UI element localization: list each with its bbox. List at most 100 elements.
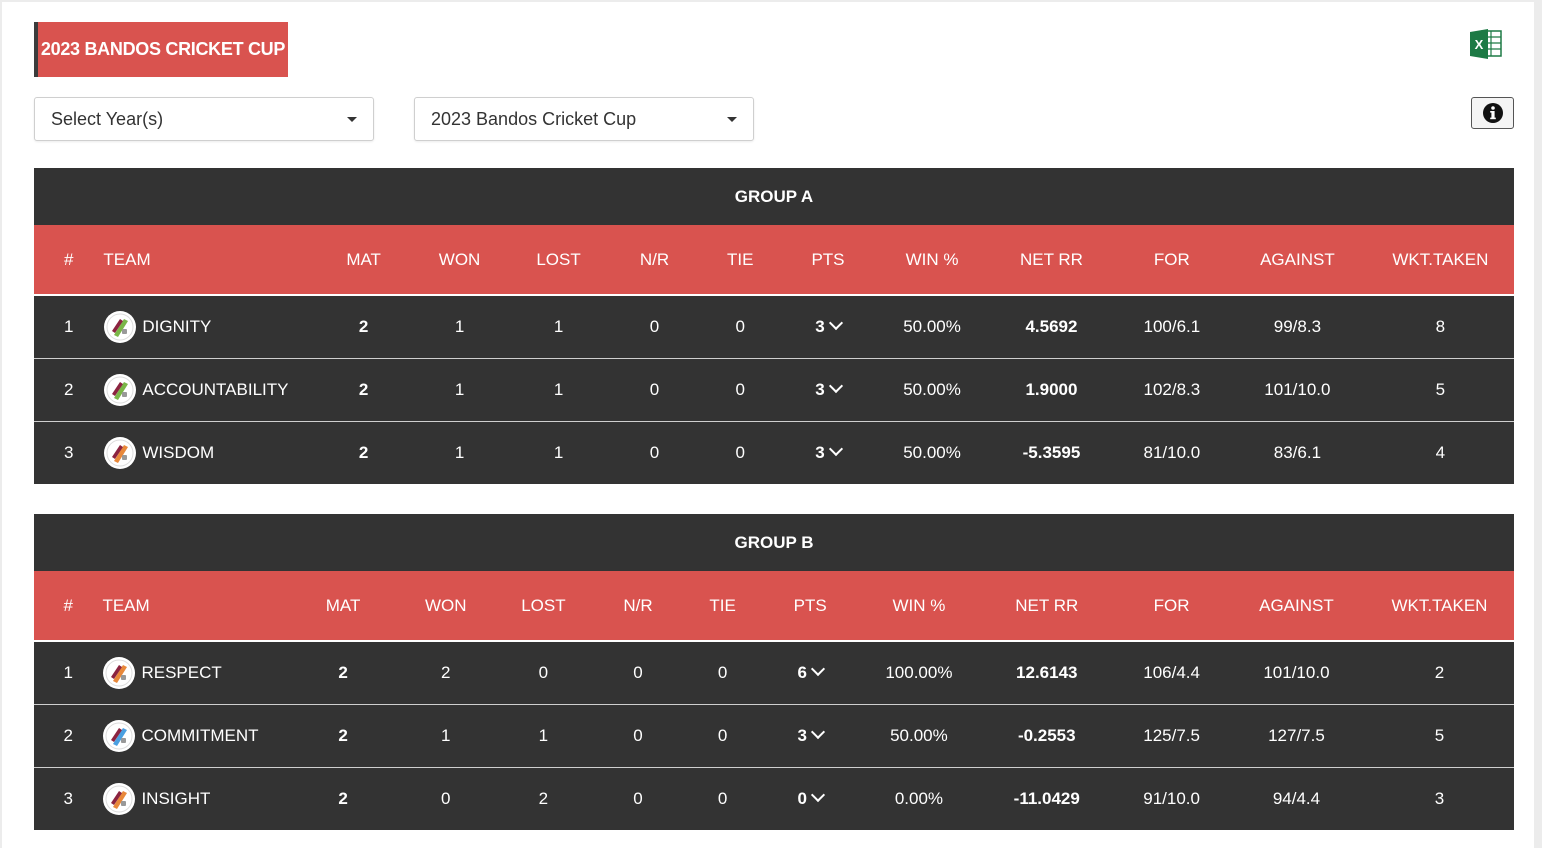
runs-against: 94/4.4 [1227, 767, 1365, 830]
header-col-win-pct[interactable]: WIN % [859, 571, 979, 642]
header-col-mat[interactable]: MAT [317, 225, 410, 296]
chevron-down-icon[interactable] [810, 787, 825, 803]
tournament-select[interactable]: 2023 Bandos Cricket Cup [414, 97, 754, 141]
matches-lost: 0 [495, 641, 592, 705]
net-run-rate: -0.2553 [978, 704, 1116, 768]
points-cell[interactable]: 3 [778, 295, 877, 359]
matches-lost: 1 [509, 358, 608, 422]
points-value: 3 [815, 317, 825, 336]
team-name[interactable]: COMMITMENT [141, 726, 259, 745]
chevron-down-icon[interactable] [828, 378, 843, 394]
matches-played: 2 [317, 358, 410, 422]
runs-against: 99/8.3 [1228, 295, 1367, 359]
matches-played: 2 [317, 421, 410, 484]
group-title: GROUP B [34, 514, 1514, 571]
header-col-for[interactable]: FOR [1115, 225, 1228, 296]
info-button[interactable] [1471, 97, 1514, 129]
ties: 0 [684, 767, 761, 830]
chevron-down-icon[interactable] [828, 441, 843, 457]
matches-won: 1 [409, 421, 510, 484]
header-col-won[interactable]: WON [396, 571, 496, 642]
header-col-against[interactable]: AGAINST [1228, 225, 1367, 296]
header-col-win-pct[interactable]: WIN % [876, 225, 988, 296]
team-name[interactable]: ACCOUNTABILITY [142, 380, 289, 399]
points-cell[interactable]: 3 [760, 704, 860, 768]
points-cell[interactable]: 3 [778, 358, 877, 422]
runs-against: 83/6.1 [1228, 421, 1367, 484]
header-col-pts[interactable]: PTS [778, 225, 877, 296]
points-value: 6 [797, 663, 807, 682]
header-col-net-rr[interactable]: NET RR [978, 571, 1116, 642]
team-position: 3 [34, 421, 104, 484]
team-name[interactable]: INSIGHT [141, 789, 211, 808]
points-cell[interactable]: 6 [760, 641, 860, 705]
net-run-rate: -11.0429 [978, 767, 1116, 830]
year-select[interactable]: Select Year(s) [34, 97, 374, 141]
matches-played: 2 [317, 295, 410, 359]
team-position: 1 [34, 295, 104, 359]
header-col-wkt-taken[interactable]: WKT.TAKEN [1364, 571, 1514, 642]
team-position: 2 [34, 704, 103, 768]
chevron-down-icon[interactable] [810, 724, 825, 740]
win-percentage: 0.00% [859, 767, 979, 830]
group-b-table: GROUP B # TEAM MAT WON LOST N/R TIE PTS WIN % NET … [34, 514, 1514, 830]
header-col-tie[interactable]: TIE [701, 225, 779, 296]
ties: 0 [701, 421, 779, 484]
matches-lost: 2 [495, 767, 592, 830]
header-col-mat[interactable]: MAT [289, 571, 397, 642]
team-name[interactable]: DIGNITY [142, 317, 212, 336]
header-col-pos[interactable]: # [34, 571, 103, 642]
table-row: 1 DIGNITY 2 1 1 0 0 3 50.00% 4.5692 100/6.1 99/8.3 8 [34, 295, 1514, 359]
header-col-team[interactable]: TEAM [103, 225, 318, 296]
ties: 0 [701, 358, 779, 422]
header-col-wkt-taken[interactable]: WKT.TAKEN [1366, 225, 1514, 296]
header-col-nr[interactable]: N/R [607, 225, 702, 296]
net-run-rate: 1.9000 [987, 358, 1116, 422]
header-col-against[interactable]: AGAINST [1227, 571, 1365, 642]
header-col-net-rr[interactable]: NET RR [987, 225, 1116, 296]
team-logo-icon [103, 720, 136, 752]
excel-icon[interactable]: X [1470, 28, 1502, 59]
runs-for: 125/7.5 [1115, 704, 1228, 768]
chevron-down-icon[interactable] [828, 315, 843, 331]
wickets-taken: 5 [1366, 358, 1514, 422]
matches-won: 1 [409, 358, 510, 422]
table-row: 3 INSIGHT 2 0 2 0 0 0 0.00% -11.0429 91/10.0 94/4.4… [34, 767, 1514, 830]
ties: 0 [701, 295, 779, 359]
matches-played: 2 [289, 704, 397, 768]
win-percentage: 50.00% [876, 421, 988, 484]
chevron-down-icon[interactable] [810, 661, 825, 677]
points-cell[interactable]: 3 [778, 421, 877, 484]
chevron-down-icon [727, 117, 737, 122]
points-cell[interactable]: 0 [760, 767, 860, 830]
team-name[interactable]: RESPECT [141, 663, 222, 682]
wickets-taken: 4 [1366, 421, 1514, 484]
wickets-taken: 3 [1364, 767, 1514, 830]
no-result: 0 [607, 421, 702, 484]
page-title: 2023 BANDOS CRICKET CUP [34, 22, 288, 77]
header-col-nr[interactable]: N/R [591, 571, 685, 642]
header-col-lost[interactable]: LOST [495, 571, 592, 642]
svg-text:X: X [1475, 37, 1484, 52]
matches-lost: 1 [495, 704, 592, 768]
table-row: 1 RESPECT 2 2 0 0 0 6 100.00% 12.6143 106/4.4 101/1… [34, 641, 1514, 705]
team-position: 3 [34, 767, 103, 830]
no-result: 0 [607, 295, 702, 359]
header-col-pts[interactable]: PTS [760, 571, 860, 642]
header-col-tie[interactable]: TIE [684, 571, 761, 642]
team-logo-icon [103, 783, 136, 815]
net-run-rate: -5.3595 [987, 421, 1116, 484]
header-col-for[interactable]: FOR [1115, 571, 1228, 642]
group-a-table: GROUP A # TEAM MAT WON LOST N/R TIE PTS WIN % NET … [34, 168, 1514, 484]
header-col-team[interactable]: TEAM [102, 571, 290, 642]
team-name[interactable]: WISDOM [142, 443, 215, 462]
header-col-won[interactable]: WON [409, 225, 510, 296]
table-row: 2 ACCOUNTABILITY 2 1 1 0 0 3 50.00% 1.9000 102/8.3… [34, 358, 1514, 422]
ties: 0 [684, 641, 761, 705]
header-col-pos[interactable]: # [34, 225, 104, 296]
header-col-lost[interactable]: LOST [509, 225, 608, 296]
ties: 0 [684, 704, 761, 768]
runs-for: 100/6.1 [1115, 295, 1228, 359]
chevron-down-icon [347, 117, 357, 122]
win-percentage: 100.00% [859, 641, 979, 705]
